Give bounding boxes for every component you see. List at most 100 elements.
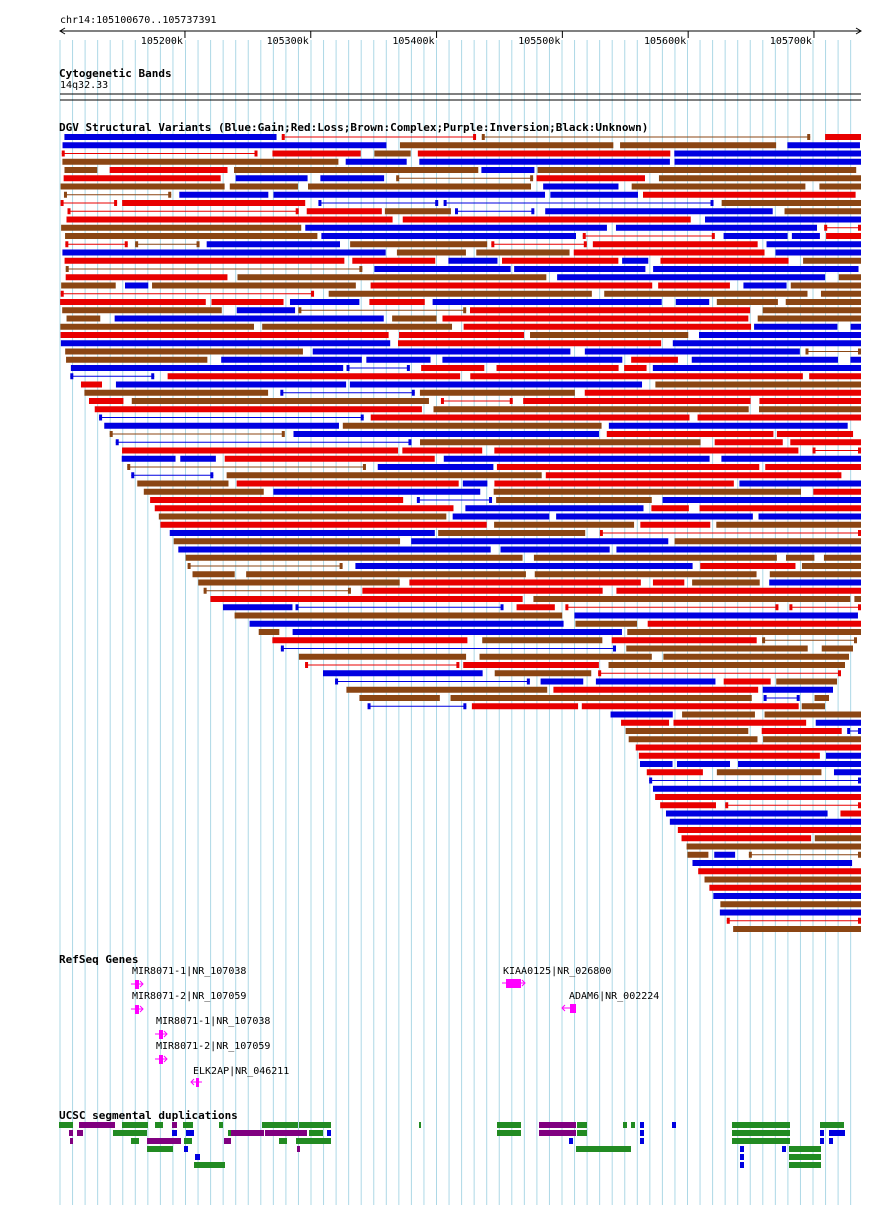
dgv-variant[interactable] xyxy=(692,579,760,586)
dgv-variant[interactable] xyxy=(355,563,693,569)
dgv-variant[interactable] xyxy=(658,282,730,289)
cytoband-track-title[interactable]: Cytogenetic Bands xyxy=(59,67,172,80)
dgv-variant[interactable] xyxy=(681,835,812,842)
dgv-variant[interactable] xyxy=(604,290,808,297)
dgv-variant[interactable] xyxy=(762,307,861,314)
dgv-variant-end[interactable] xyxy=(367,703,371,710)
dgv-variant[interactable] xyxy=(443,455,710,462)
dgv-variant-end[interactable] xyxy=(408,439,412,446)
dgv-variant[interactable] xyxy=(160,521,487,528)
dgv-variant-end[interactable] xyxy=(347,587,351,594)
dgv-variant[interactable] xyxy=(738,761,861,767)
dgv-variant-end[interactable] xyxy=(346,365,350,371)
dgv-variant[interactable] xyxy=(366,356,431,363)
dgv-variant[interactable] xyxy=(815,719,861,726)
dgv-variant[interactable] xyxy=(557,274,826,281)
dgv-variant[interactable] xyxy=(759,398,861,404)
segdup-feature[interactable] xyxy=(569,1138,573,1144)
dgv-variant[interactable] xyxy=(655,794,861,800)
dgv-variant[interactable] xyxy=(206,241,340,248)
dgv-variant-end[interactable] xyxy=(63,191,67,198)
dgv-variant[interactable] xyxy=(801,563,861,569)
segdup-feature[interactable] xyxy=(576,1146,631,1152)
segdup-feature[interactable] xyxy=(732,1138,790,1144)
dgv-variant[interactable] xyxy=(342,422,602,429)
dgv-variant[interactable] xyxy=(616,587,861,594)
dgv-variant-end[interactable] xyxy=(583,241,587,248)
dgv-variant-end[interactable] xyxy=(491,241,495,248)
dgv-variant[interactable] xyxy=(820,290,861,297)
dgv-variant[interactable] xyxy=(813,488,861,495)
dgv-variant-end[interactable] xyxy=(295,604,299,611)
dgv-variant[interactable] xyxy=(374,150,411,157)
dgv-variant[interactable] xyxy=(674,538,861,545)
dgv-variant[interactable] xyxy=(720,901,861,908)
segdup-feature[interactable] xyxy=(640,1130,644,1136)
dgv-variant[interactable] xyxy=(221,356,362,363)
dgv-variant[interactable] xyxy=(651,505,689,512)
dgv-variant[interactable] xyxy=(550,191,638,198)
dgv-variant[interactable] xyxy=(699,505,861,512)
dgv-variant[interactable] xyxy=(785,554,815,561)
dgv-variant[interactable] xyxy=(137,480,229,487)
dgv-variant[interactable] xyxy=(321,233,577,239)
dgv-variant[interactable] xyxy=(350,241,488,248)
dgv-variant[interactable] xyxy=(514,266,646,272)
dgv-variant[interactable] xyxy=(723,233,788,239)
dgv-variant[interactable] xyxy=(819,183,861,190)
dgv-variant[interactable] xyxy=(65,274,228,281)
dgv-variant[interactable] xyxy=(150,497,404,503)
segdup-feature[interactable] xyxy=(740,1154,744,1160)
segdup-feature[interactable] xyxy=(732,1130,790,1136)
dgv-variant[interactable] xyxy=(653,266,859,272)
dgv-variant[interactable] xyxy=(63,175,221,182)
dgv-variant[interactable] xyxy=(249,620,564,627)
dgv-variant[interactable] xyxy=(61,282,116,289)
dgv-variant[interactable] xyxy=(346,686,548,693)
dgv-variant[interactable] xyxy=(185,554,523,561)
dgv-variant-end[interactable] xyxy=(526,678,530,685)
dgv-variant[interactable] xyxy=(169,530,435,536)
dgv-variant[interactable] xyxy=(652,579,685,586)
dgv-variant[interactable] xyxy=(714,439,783,446)
dgv-variant[interactable] xyxy=(540,678,584,685)
dgv-variant-end[interactable] xyxy=(565,604,569,611)
segdup-feature[interactable] xyxy=(79,1122,115,1128)
dgv-variant[interactable] xyxy=(442,356,623,363)
dgv-variant[interactable] xyxy=(640,521,711,528)
dgv-variant-end[interactable] xyxy=(416,497,420,503)
dgv-variant[interactable] xyxy=(396,249,466,256)
segdup-feature[interactable] xyxy=(224,1138,231,1144)
dgv-variant-end[interactable] xyxy=(858,604,861,611)
dgv-variant-end[interactable] xyxy=(500,604,504,611)
dgv-variant[interactable] xyxy=(62,158,339,165)
dgv-variant-end[interactable] xyxy=(762,637,766,644)
dgv-variant[interactable] xyxy=(584,389,861,396)
dgv-variant[interactable] xyxy=(823,554,861,561)
dgv-variant-end[interactable] xyxy=(443,200,447,206)
dgv-variant[interactable] xyxy=(821,645,853,652)
dgv-variant[interactable] xyxy=(293,431,599,437)
segdup-feature[interactable] xyxy=(640,1138,644,1144)
dgv-variant[interactable] xyxy=(154,505,454,512)
dgv-variant[interactable] xyxy=(719,909,861,916)
dgv-variant[interactable] xyxy=(369,299,425,305)
segdup-feature[interactable] xyxy=(631,1122,635,1128)
dgv-variant[interactable] xyxy=(803,257,861,264)
dgv-variant-end[interactable] xyxy=(151,373,155,380)
dgv-variant[interactable] xyxy=(536,175,645,182)
dgv-variant[interactable] xyxy=(420,439,701,446)
dgv-variant[interactable] xyxy=(687,851,709,858)
dgv-variant-end[interactable] xyxy=(481,134,485,140)
dgv-variant[interactable] xyxy=(631,183,806,190)
dgv-variant[interactable] xyxy=(610,711,673,718)
dgv-variant[interactable] xyxy=(122,447,399,454)
gene-exon[interactable] xyxy=(196,1078,199,1087)
dgv-variant[interactable] xyxy=(320,175,385,182)
segdup-feature[interactable] xyxy=(195,1154,200,1160)
dgv-variant-end[interactable] xyxy=(748,851,752,858)
dgv-variant[interactable] xyxy=(210,596,523,602)
dgv-variant[interactable] xyxy=(462,480,488,487)
gene-label[interactable]: MIR8071-1|NR_107038 xyxy=(132,966,247,977)
dgv-variant[interactable] xyxy=(312,348,571,355)
